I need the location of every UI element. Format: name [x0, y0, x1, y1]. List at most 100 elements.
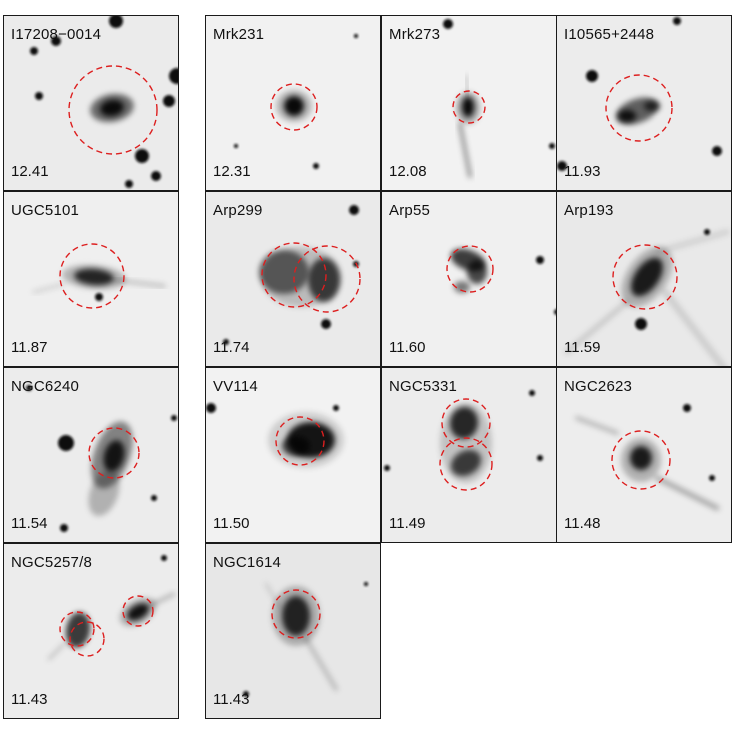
field-star — [313, 163, 319, 169]
galaxy-blob — [276, 90, 312, 122]
field-star — [95, 293, 103, 301]
luminosity-label: 12.08 — [389, 163, 427, 180]
field-star — [704, 229, 710, 235]
field-star — [169, 68, 178, 84]
field-star — [536, 256, 544, 264]
galaxy-name-label: NGC1614 — [213, 554, 282, 571]
galaxy-name-label: Arp55 — [389, 202, 431, 219]
field-star — [151, 171, 161, 181]
field-star — [586, 70, 598, 82]
galaxy-name-label: I17208−0014 — [11, 26, 102, 43]
galaxy-name-label: VV114 — [213, 378, 258, 395]
luminosity-label: 11.60 — [389, 339, 426, 356]
galaxy-name-label: NGC5331 — [389, 378, 458, 395]
luminosity-label: 11.59 — [564, 339, 601, 356]
field-star — [125, 180, 133, 188]
galaxy-image — [4, 544, 178, 718]
aperture-circle — [452, 90, 486, 124]
galaxy-image — [557, 16, 731, 190]
aperture-circle — [270, 83, 318, 131]
aperture-circle — [275, 416, 325, 466]
field-star — [549, 143, 555, 149]
field-star — [35, 92, 43, 100]
tidal-tail — [654, 475, 720, 511]
luminosity-label: 11.43 — [11, 691, 48, 708]
field-star — [683, 404, 691, 412]
galaxy-image — [557, 368, 731, 542]
aperture-circle — [612, 244, 678, 310]
galaxy-image — [4, 368, 178, 542]
aperture-circle — [271, 589, 321, 639]
galaxy-panel: I10565+2448 11.93 — [556, 15, 732, 191]
galaxy-blob — [103, 440, 125, 472]
galaxy-image — [206, 544, 380, 718]
galaxy-blob — [65, 612, 91, 648]
galaxy-image — [206, 16, 380, 190]
galaxy-name-label: NGC5257/8 — [11, 554, 93, 571]
field-star — [234, 144, 238, 148]
galaxy-blob — [272, 586, 320, 646]
field-star — [557, 161, 567, 171]
field-star — [206, 403, 216, 413]
galaxy-blob — [456, 92, 480, 124]
galaxy-panel: NGC2623 11.48 — [556, 367, 732, 543]
aperture-circle — [122, 595, 154, 627]
galaxy-name-label: UGC5101 — [11, 202, 80, 219]
galaxy-panel: Arp55 11.60 — [381, 191, 557, 367]
galaxy-panel: Arp193 11.59 — [556, 191, 732, 367]
aperture-circle — [88, 427, 140, 479]
tidal-tail — [32, 282, 66, 294]
aperture-circle — [261, 242, 327, 308]
field-star — [243, 691, 249, 697]
galaxy-blob — [467, 260, 487, 284]
galaxy-blob — [644, 101, 660, 111]
galaxy-name-label: NGC6240 — [11, 378, 80, 395]
aperture-circle — [68, 65, 158, 155]
galaxy-image — [382, 16, 556, 190]
galaxy-name-label: Mrk273 — [389, 26, 441, 43]
tidal-tail — [661, 288, 727, 366]
field-star — [364, 582, 368, 586]
tidal-tail — [458, 122, 472, 178]
galaxy-panel: NGC5331 11.49 — [381, 367, 557, 543]
field-star — [529, 390, 535, 396]
luminosity-label: 12.31 — [213, 163, 251, 180]
luminosity-label: 11.50 — [213, 515, 250, 532]
aperture-circle — [605, 74, 673, 142]
galaxy-blob — [88, 469, 120, 517]
galaxy-panel: Mrk273 12.08 — [381, 15, 557, 191]
field-star — [51, 36, 61, 46]
field-star — [151, 495, 157, 501]
galaxy-image — [4, 192, 178, 366]
tidal-tail — [575, 416, 619, 435]
aperture-circle — [611, 430, 671, 490]
galaxy-name-label: Arp299 — [213, 202, 263, 219]
luminosity-label: 11.43 — [213, 691, 250, 708]
field-star — [30, 47, 38, 55]
galaxy-image — [206, 192, 380, 366]
galaxy-blob — [454, 281, 470, 293]
field-star — [537, 455, 543, 461]
luminosity-label: 11.87 — [11, 339, 48, 356]
galaxy-name-label: I10565+2448 — [564, 26, 655, 43]
galaxy-name-label: Mrk231 — [213, 26, 265, 43]
aperture-circle — [439, 437, 493, 491]
galaxy-image — [382, 192, 556, 366]
tidal-tail — [564, 299, 630, 355]
field-star — [161, 555, 167, 561]
galaxy-image — [4, 16, 178, 190]
galaxy-name-label: NGC2623 — [564, 378, 633, 395]
field-star — [223, 339, 229, 345]
luminosity-label: 11.49 — [389, 515, 426, 532]
galaxy-image — [382, 368, 556, 542]
field-star — [673, 17, 681, 25]
galaxy-blob — [268, 412, 344, 468]
galaxy-panel: VV114 11.50 — [205, 367, 381, 543]
galaxy-panel: NGC1614 11.43 — [205, 543, 381, 719]
galaxy-panel: UGC5101 11.87 — [3, 191, 179, 367]
galaxy-image — [557, 192, 731, 366]
galaxy-panel: I17208−0014 12.41 — [3, 15, 179, 191]
galaxy-blob — [621, 246, 673, 308]
galaxy-blob — [62, 264, 126, 290]
